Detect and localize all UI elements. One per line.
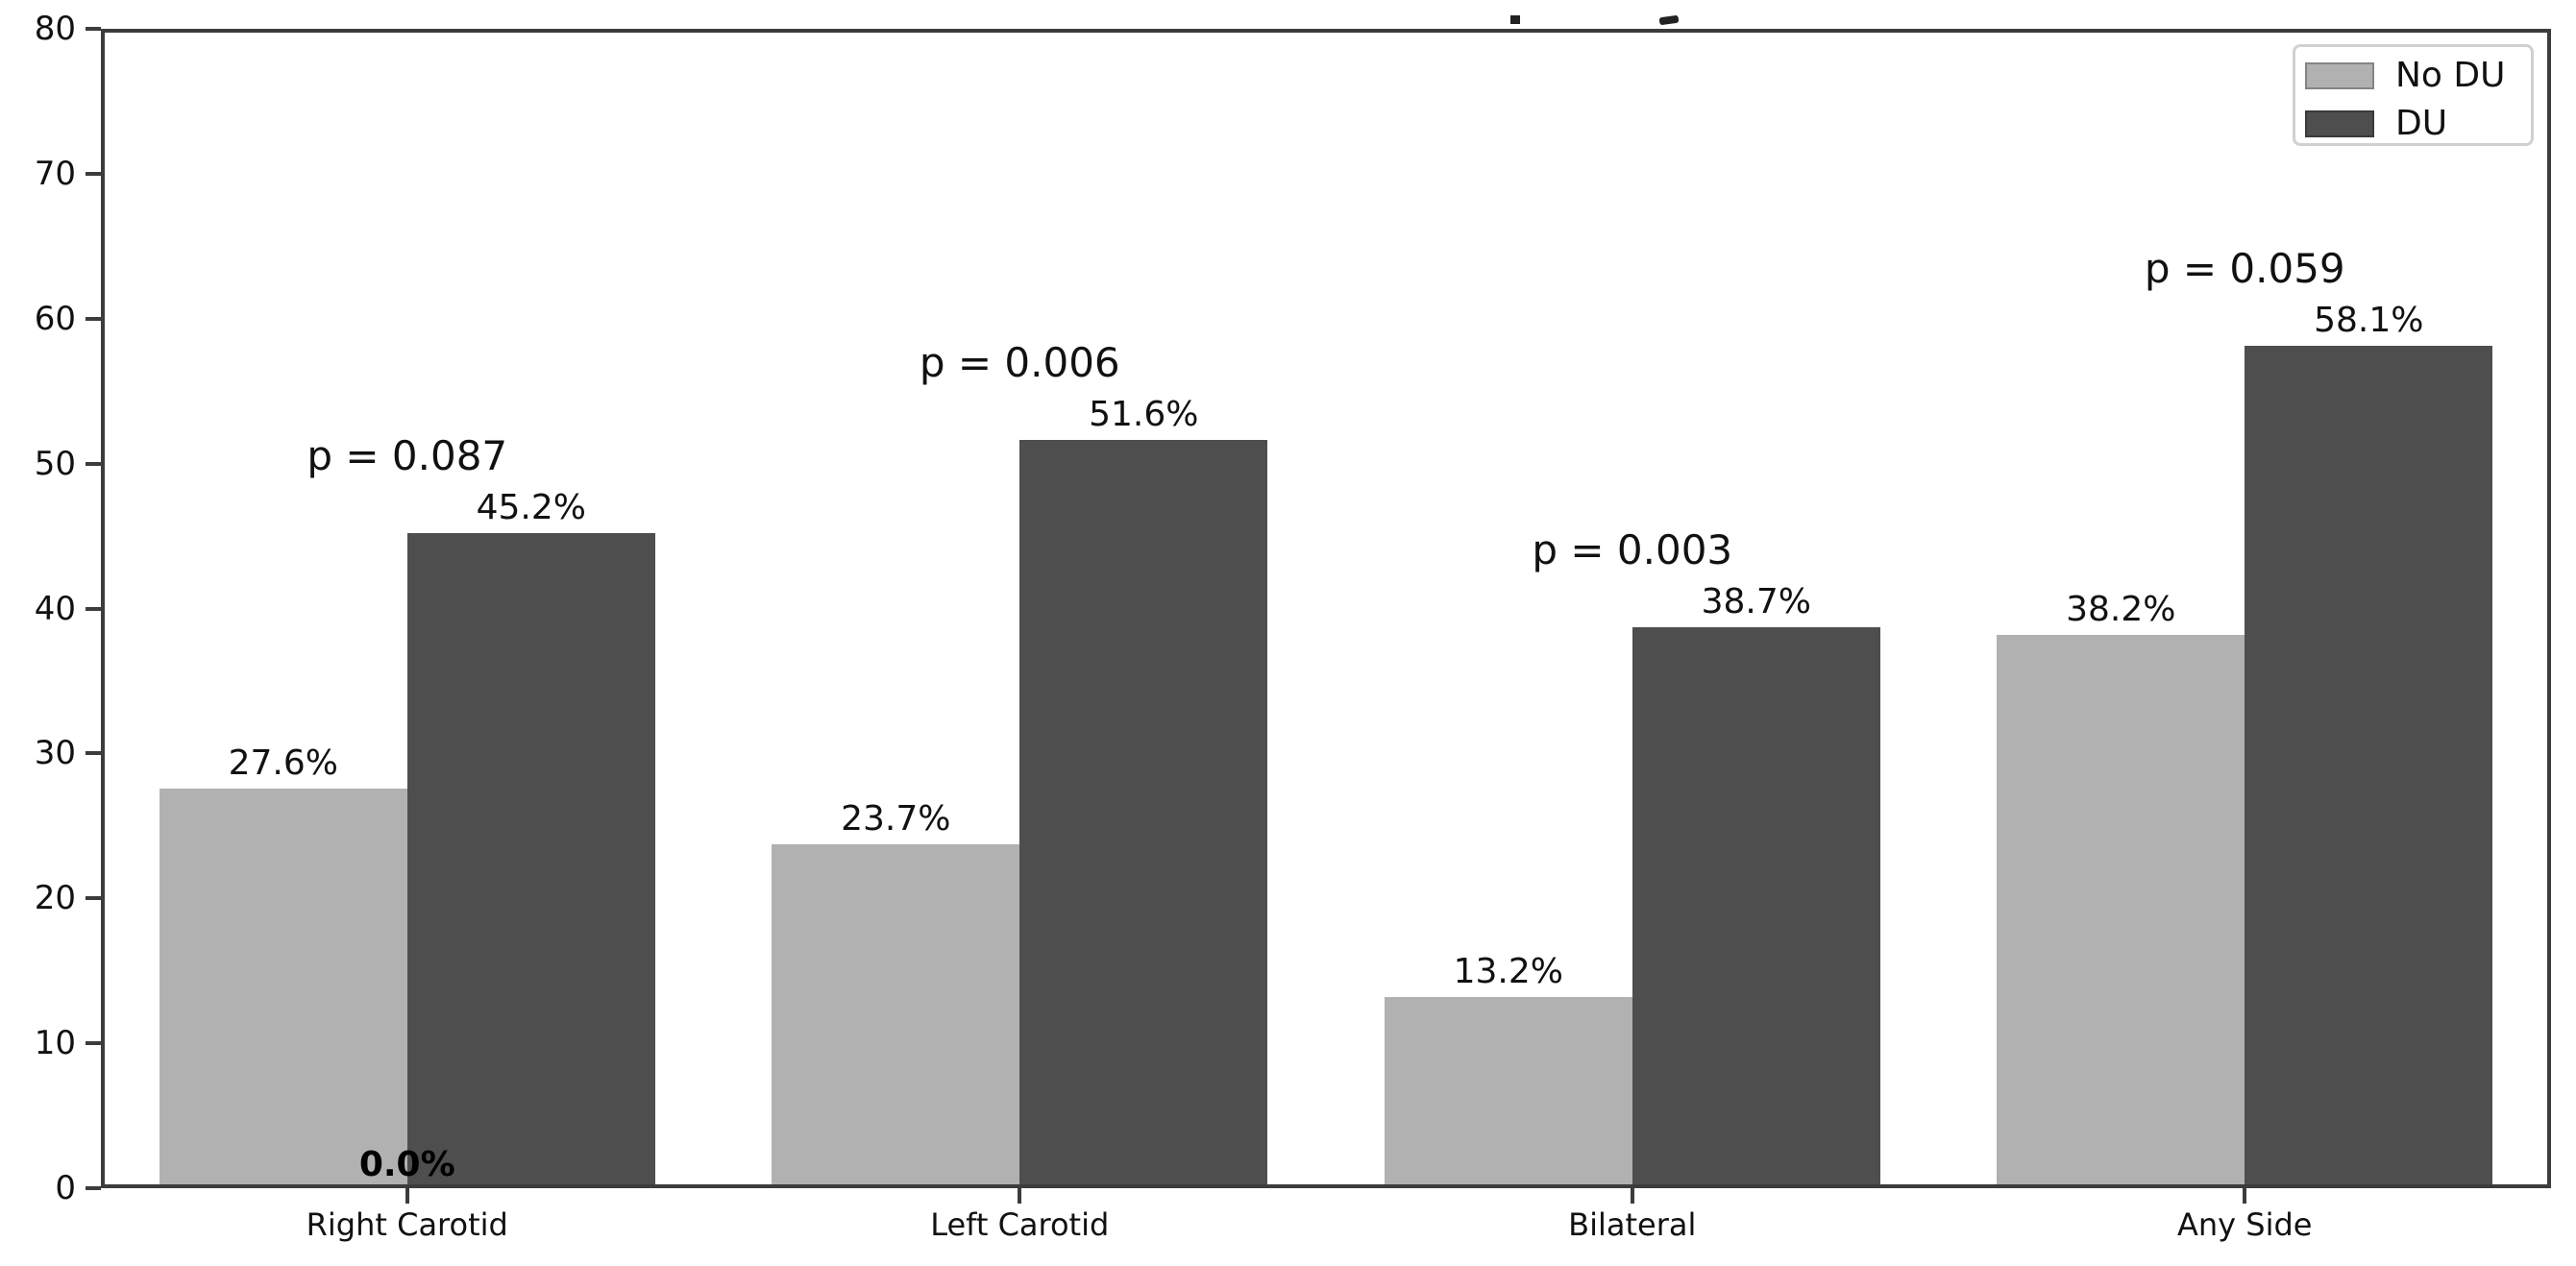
legend: No DU DU bbox=[2293, 44, 2534, 146]
y-tick-label-70: 70 bbox=[34, 154, 76, 193]
y-tick-mark bbox=[86, 896, 101, 901]
y-tick-mark bbox=[86, 1041, 101, 1046]
y-tick-label-0: 0 bbox=[55, 1169, 76, 1207]
no-du-swatch-icon bbox=[2305, 62, 2374, 89]
x-tick-mark bbox=[2243, 1188, 2247, 1204]
y-tick-label-30: 30 bbox=[34, 734, 76, 773]
y-tick-mark bbox=[86, 171, 101, 176]
bar-du-left-carotid bbox=[1019, 440, 1268, 1188]
x-tick-label-left-carotid: Left Carotid bbox=[930, 1206, 1110, 1243]
value-label-no-du-right-carotid: 27.6% bbox=[228, 743, 338, 783]
p-value-label-right-carotid: p = 0.087 bbox=[307, 432, 508, 480]
bar-no-du-right-carotid bbox=[159, 788, 407, 1188]
x-tick-label-right-carotid: Right Carotid bbox=[306, 1206, 508, 1243]
du-swatch-icon bbox=[2305, 110, 2374, 137]
p-value-label-bilateral: p = 0.003 bbox=[1532, 526, 1733, 574]
clipped-title-fragment-icon bbox=[1658, 14, 1680, 26]
x-tick-label-bilateral: Bilateral bbox=[1568, 1206, 1697, 1243]
y-tick-label-80: 80 bbox=[34, 10, 76, 48]
baseline-annotation-right-carotid: 0.0% bbox=[358, 1145, 455, 1184]
y-tick-mark bbox=[86, 316, 101, 321]
bar-no-du-left-carotid bbox=[772, 844, 1020, 1188]
y-tick-label-40: 40 bbox=[34, 589, 76, 628]
value-label-du-any-side: 58.1% bbox=[2314, 301, 2424, 341]
value-label-no-du-bilateral: 13.2% bbox=[1453, 951, 1563, 991]
bar-du-bilateral bbox=[1631, 627, 1880, 1188]
bar-no-du-bilateral bbox=[1384, 996, 1632, 1188]
legend-entry-no-du: No DU bbox=[2305, 57, 2505, 95]
value-label-no-du-any-side: 38.2% bbox=[2066, 589, 2176, 629]
y-tick-mark bbox=[86, 751, 101, 756]
value-label-du-bilateral: 38.7% bbox=[1701, 582, 1811, 622]
legend-entry-du: DU bbox=[2305, 105, 2447, 143]
y-tick-mark bbox=[86, 461, 101, 466]
y-tick-label-60: 60 bbox=[34, 299, 76, 338]
x-tick-label-any-side: Any Side bbox=[2177, 1206, 2313, 1243]
bar-du-right-carotid bbox=[406, 533, 655, 1188]
legend-label-no-du: No DU bbox=[2395, 56, 2506, 95]
y-tick-label-10: 10 bbox=[34, 1024, 76, 1063]
y-tick-label-50: 50 bbox=[34, 444, 76, 483]
p-value-label-left-carotid: p = 0.006 bbox=[919, 339, 1120, 387]
value-label-du-left-carotid: 51.6% bbox=[1089, 395, 1199, 435]
value-label-du-right-carotid: 45.2% bbox=[476, 488, 586, 528]
value-label-no-du-left-carotid: 23.7% bbox=[841, 799, 951, 840]
y-tick-mark bbox=[86, 27, 101, 31]
legend-label-du: DU bbox=[2395, 104, 2448, 143]
y-tick-mark bbox=[86, 606, 101, 611]
x-tick-mark bbox=[405, 1188, 409, 1204]
p-value-label-any-side: p = 0.059 bbox=[2144, 245, 2345, 293]
y-tick-label-20: 20 bbox=[34, 879, 76, 918]
bar-du-any-side bbox=[2245, 346, 2493, 1188]
bar-no-du-any-side bbox=[1997, 634, 2245, 1188]
x-tick-mark bbox=[1018, 1188, 1022, 1204]
y-tick-mark bbox=[86, 1186, 101, 1190]
clipped-title-fragment-icon bbox=[1510, 15, 1520, 24]
x-tick-mark bbox=[1630, 1188, 1634, 1204]
